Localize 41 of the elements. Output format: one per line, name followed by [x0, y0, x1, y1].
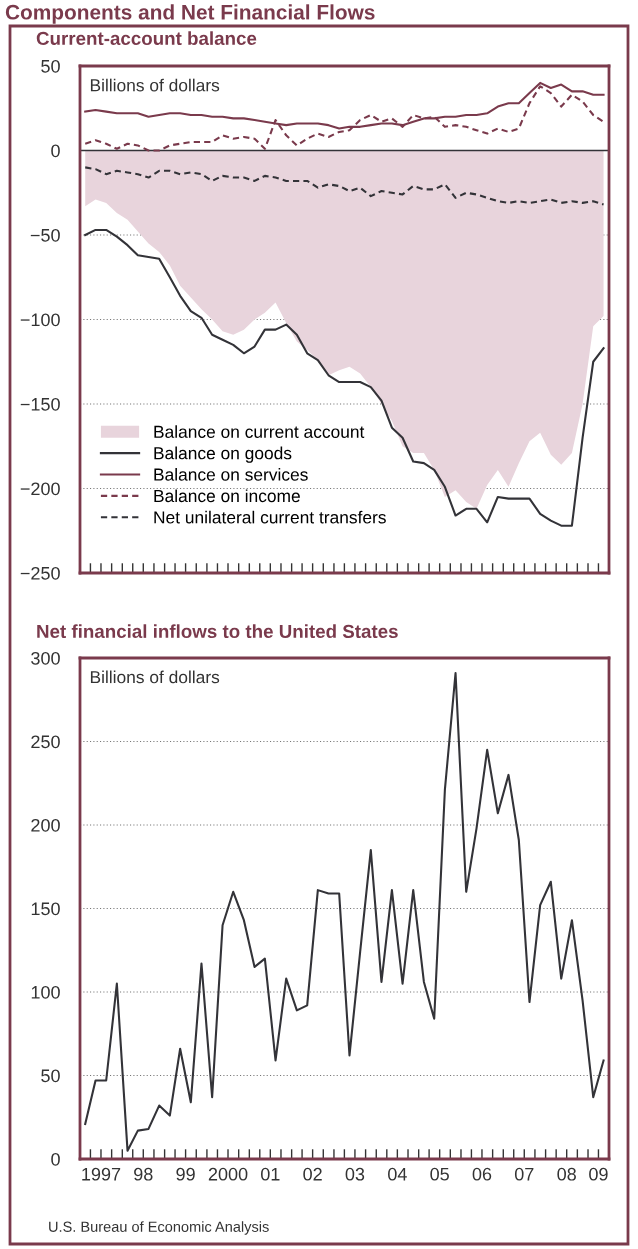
y-axis-title: Billions of dollars — [90, 78, 220, 92]
y-tick-label: −250 — [20, 566, 60, 580]
y-tick-label: −200 — [20, 482, 60, 496]
x-tick-label: 1997 — [82, 1167, 121, 1181]
y-tick-label: 50 — [41, 1069, 60, 1083]
legend-label: Balance on current account — [154, 425, 365, 438]
x-tick-label: 04 — [388, 1167, 407, 1181]
x-tick-label: 01 — [260, 1167, 280, 1181]
x-tick-label: 08 — [557, 1167, 576, 1181]
y-tick-label: −50 — [30, 228, 60, 242]
y-tick-label: 200 — [31, 818, 60, 832]
x-tick-label: 06 — [472, 1167, 492, 1181]
y-tick-label: 0 — [51, 144, 60, 158]
x-tick-label: 02 — [303, 1167, 322, 1181]
y-tick-label: 150 — [31, 902, 60, 916]
y-tick-label: −100 — [20, 313, 60, 327]
y-tick-label: 250 — [31, 735, 60, 749]
x-tick-label: 99 — [176, 1167, 195, 1181]
y-tick-label: −150 — [20, 397, 60, 411]
chart-title: Components and Net Financial Flows — [5, 4, 375, 24]
chart-subtitle: Current-account balance — [36, 31, 257, 46]
line-series — [84, 671, 605, 1152]
y-tick-label: 0 — [51, 1152, 60, 1166]
x-tick-label: 09 — [589, 1167, 608, 1181]
line-series — [84, 166, 605, 206]
x-tick-label: 98 — [134, 1167, 153, 1181]
text: U.S. Bureau of Economic Analysis — [49, 1221, 269, 1235]
legend-label: Balance on income — [154, 489, 300, 503]
y-tick-label: 300 — [31, 651, 60, 665]
y-axis-title: Billions of dollars — [90, 670, 220, 684]
y-tick-label: 50 — [41, 59, 60, 73]
legend-label: Net unilateral current transfers — [154, 510, 386, 524]
legend-label: Balance on services — [154, 467, 308, 481]
y-tick-label: 100 — [31, 985, 60, 999]
chart-title: Net financial inflows to the United States — [37, 624, 398, 639]
line-series — [84, 228, 605, 527]
x-tick-label: 07 — [514, 1167, 534, 1181]
x-tick-label: 05 — [430, 1167, 449, 1181]
x-tick-label: 2000 — [208, 1167, 248, 1181]
legend-label: Balance on goods — [154, 446, 292, 463]
x-tick-label: 03 — [345, 1167, 365, 1181]
